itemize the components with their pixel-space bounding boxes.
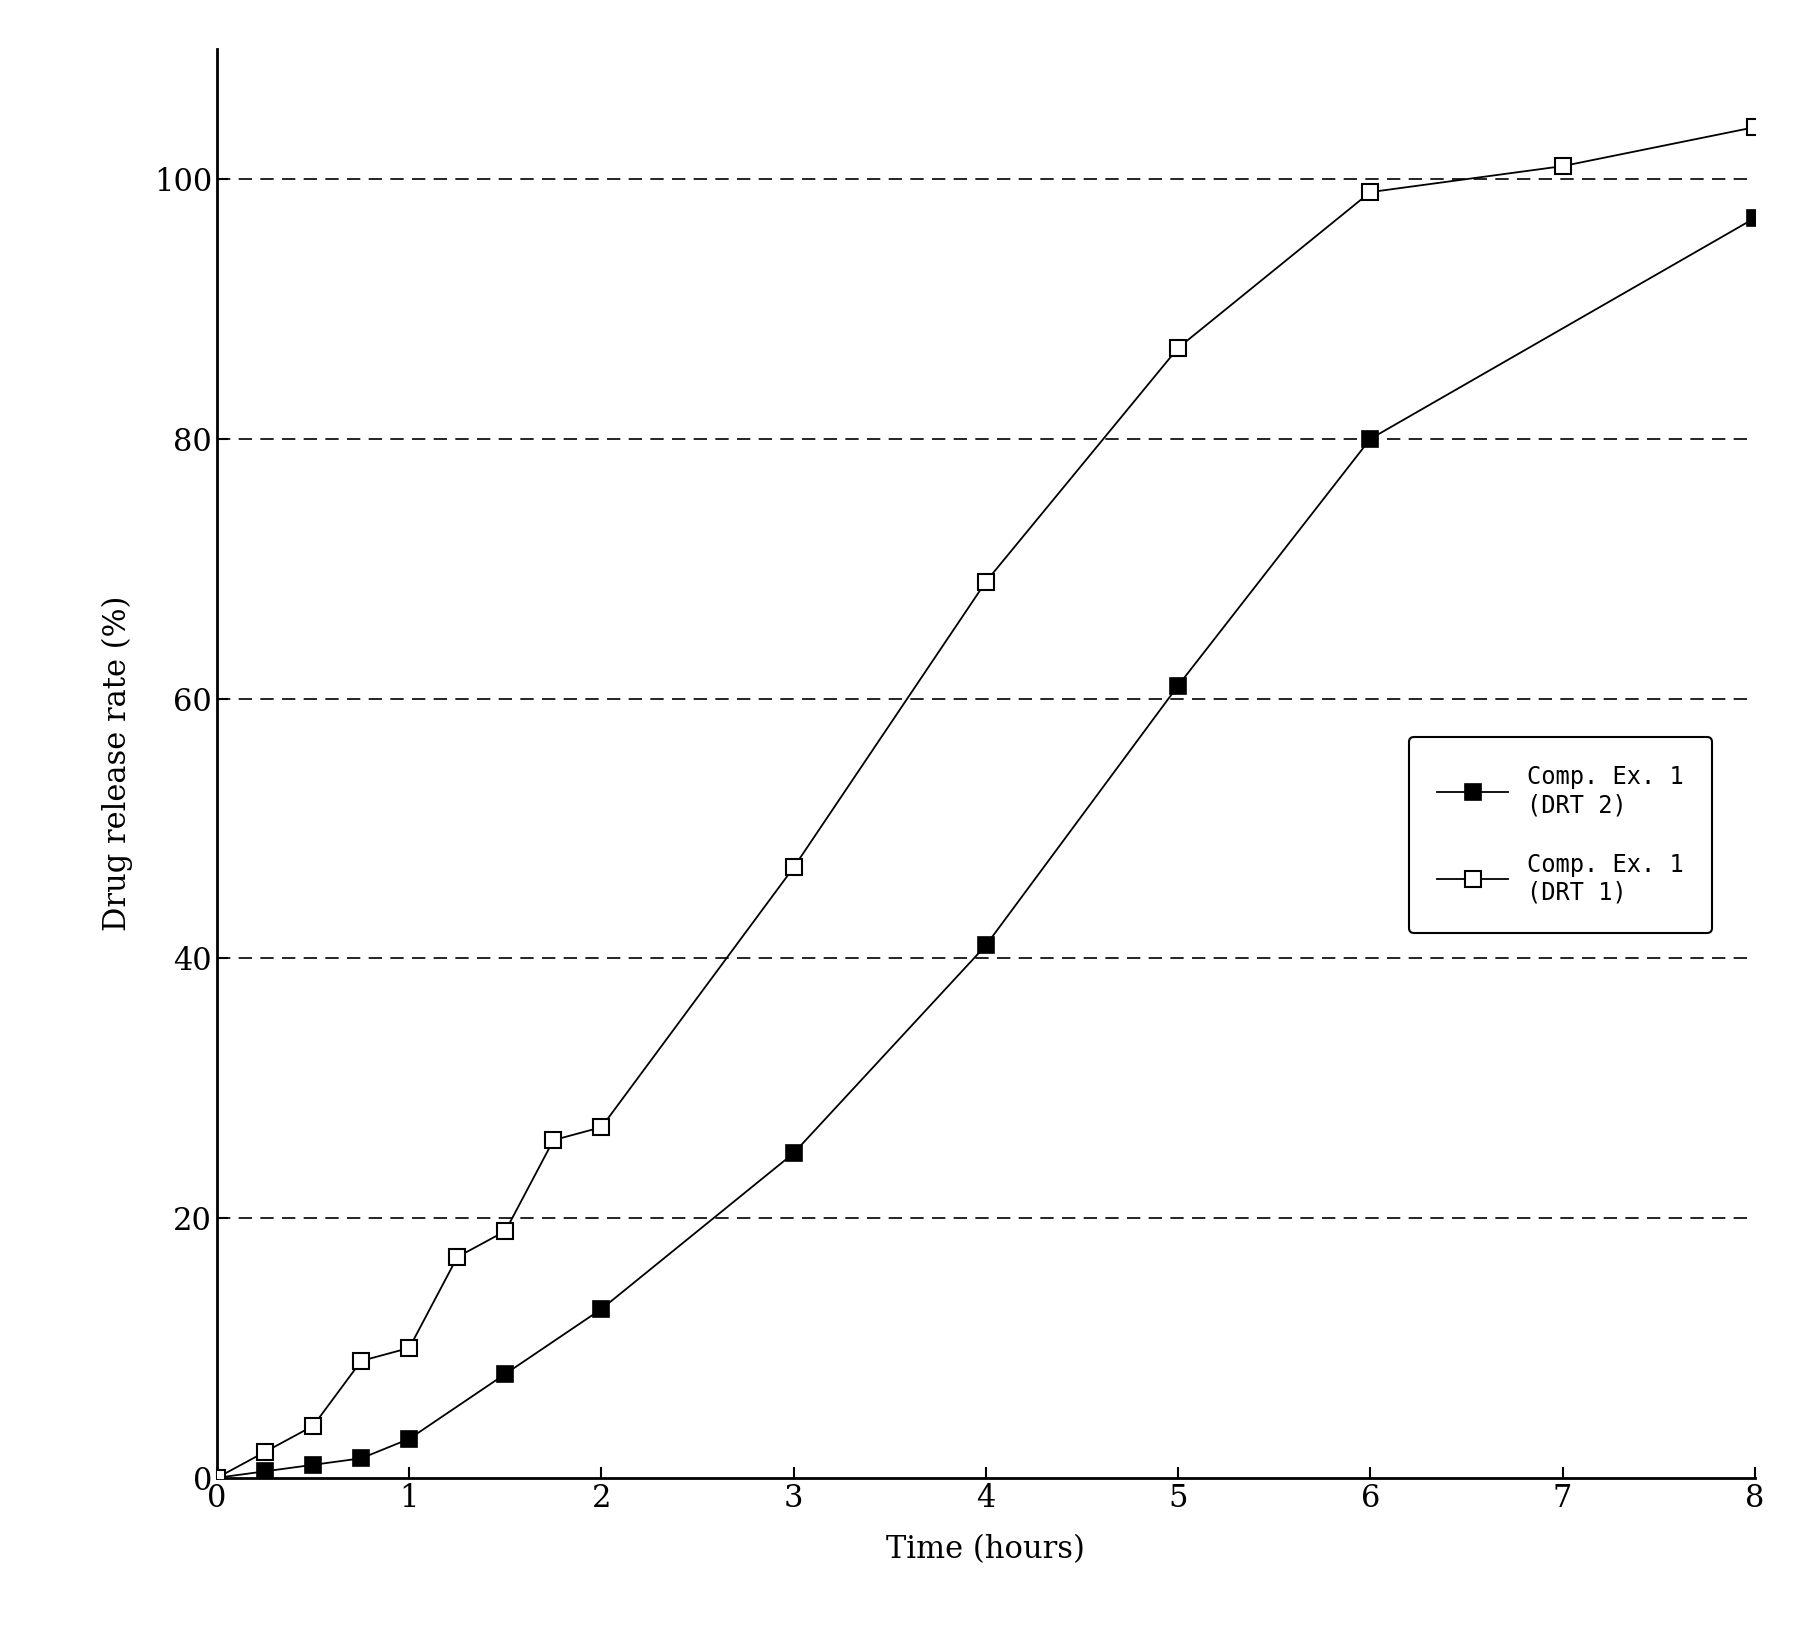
Comp. Ex. 1
(DRT 2) (206, 1468, 228, 1488)
Comp. Ex. 1
(DRT 1) (975, 571, 997, 591)
Comp. Ex. 1
(DRT 1) (1744, 117, 1766, 136)
Comp. Ex. 1
(DRT 1) (543, 1130, 564, 1149)
Comp. Ex. 1
(DRT 1) (494, 1222, 516, 1241)
Comp. Ex. 1
(DRT 1) (447, 1248, 469, 1268)
Comp. Ex. 1
(DRT 1) (1552, 156, 1574, 176)
Comp. Ex. 1
(DRT 1) (398, 1338, 420, 1358)
Comp. Ex. 1
(DRT 2) (255, 1461, 277, 1481)
Y-axis label: Drug release rate (%): Drug release rate (%) (101, 596, 134, 931)
Comp. Ex. 1
(DRT 2) (494, 1365, 516, 1384)
Line: Comp. Ex. 1
(DRT 1): Comp. Ex. 1 (DRT 1) (210, 120, 1762, 1486)
Comp. Ex. 1
(DRT 2) (1167, 677, 1189, 696)
Legend: Comp. Ex. 1
(DRT 2), Comp. Ex. 1
(DRT 1): Comp. Ex. 1 (DRT 2), Comp. Ex. 1 (DRT 1) (1409, 737, 1711, 933)
Comp. Ex. 1
(DRT 2) (1360, 429, 1382, 448)
Comp. Ex. 1
(DRT 1) (1360, 182, 1382, 202)
Comp. Ex. 1
(DRT 2) (783, 1143, 805, 1163)
X-axis label: Time (hours): Time (hours) (886, 1535, 1085, 1565)
Comp. Ex. 1
(DRT 2) (351, 1448, 373, 1468)
Comp. Ex. 1
(DRT 1) (255, 1442, 277, 1461)
Comp. Ex. 1
(DRT 2) (398, 1429, 420, 1448)
Comp. Ex. 1
(DRT 1) (590, 1117, 611, 1136)
Comp. Ex. 1
(DRT 1) (206, 1468, 228, 1488)
Comp. Ex. 1
(DRT 1) (302, 1415, 324, 1435)
Line: Comp. Ex. 1
(DRT 2): Comp. Ex. 1 (DRT 2) (210, 210, 1762, 1486)
Comp. Ex. 1
(DRT 1) (783, 857, 805, 877)
Comp. Ex. 1
(DRT 2) (975, 936, 997, 956)
Comp. Ex. 1
(DRT 2) (1744, 209, 1766, 228)
Comp. Ex. 1
(DRT 1) (351, 1351, 373, 1371)
Comp. Ex. 1
(DRT 2) (302, 1455, 324, 1475)
Comp. Ex. 1
(DRT 2) (590, 1299, 611, 1319)
Comp. Ex. 1
(DRT 1) (1167, 338, 1189, 358)
